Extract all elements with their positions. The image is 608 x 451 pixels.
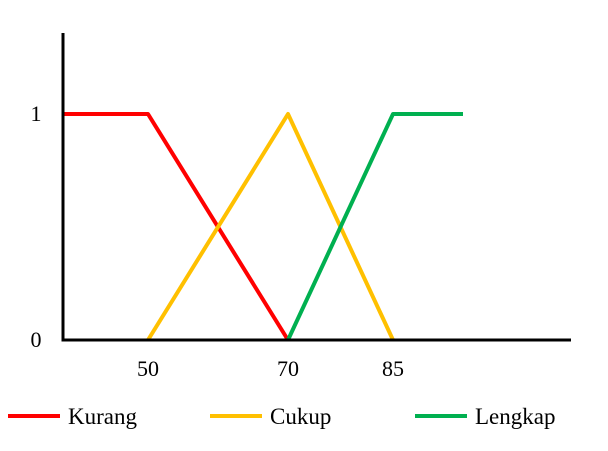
tick-labels: 50 70 85 0 1 [31, 101, 405, 381]
legend-item-cukup: Cukup [210, 404, 331, 429]
y-tick-label: 1 [31, 101, 42, 126]
series-layer [63, 112, 463, 342]
legend-item-kurang: Kurang [8, 404, 137, 429]
legend-label: Kurang [68, 404, 137, 429]
series-line-kurang [63, 112, 290, 342]
series-line-cukup [146, 112, 395, 342]
legend-label: Cukup [270, 404, 331, 429]
axes [61, 33, 571, 342]
x-tick-label: 85 [382, 356, 404, 381]
x-tick-label: 50 [137, 356, 159, 381]
y-tick-label: 0 [31, 327, 42, 352]
legend-item-lengkap: Lengkap [415, 404, 555, 429]
x-tick-label: 70 [277, 356, 299, 381]
series-line-lengkap [286, 112, 463, 341]
legend-label: Lengkap [475, 404, 555, 429]
legend: Kurang Cukup Lengkap [8, 404, 555, 429]
